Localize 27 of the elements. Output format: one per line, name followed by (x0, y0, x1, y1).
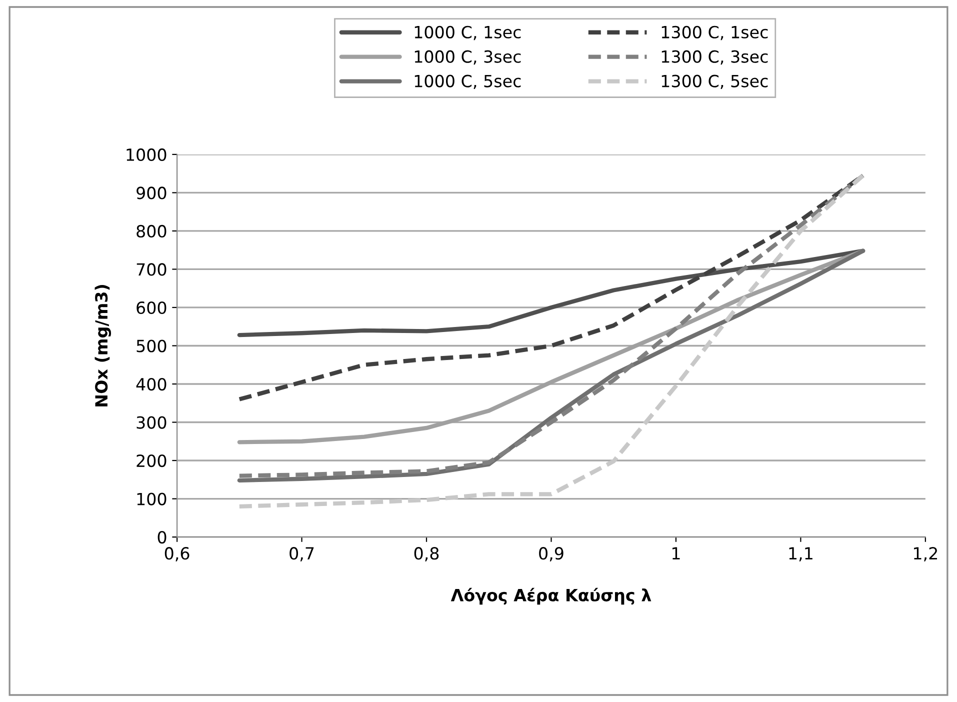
x-tick-label: 1 (672, 547, 680, 560)
legend-label: 1000 C, 5sec (414, 74, 521, 90)
legend-label: 1300 C, 1sec (662, 26, 768, 40)
legend-label: 1300 C, 3sec (662, 50, 768, 65)
x-tick-label: 0,6 (164, 547, 190, 562)
y-tick-label: 1000 (126, 148, 166, 162)
y-tick-label: 700 (136, 263, 166, 276)
legend-label: 1000 C, 1sec (414, 26, 521, 40)
legend-label: 1000 C, 3sec (414, 50, 521, 65)
x-tick-label: 0,7 (290, 547, 314, 562)
x-tick-label: 0,8 (414, 547, 439, 562)
y-tick-label: 900 (136, 186, 166, 200)
y-tick-label: 600 (136, 301, 166, 314)
y-tick-label: 800 (136, 224, 166, 238)
x-tick-label: 1,2 (914, 547, 938, 562)
line-series (237, 248, 866, 482)
legend-label: 1300 C, 5sec (662, 74, 768, 90)
x-tick-label: 1,1 (789, 547, 812, 562)
y-tick-label: 100 (137, 492, 166, 506)
y-tick-label: 0 (158, 530, 166, 544)
x-axis-title: Λόγος Αέρα Καύσης λ (450, 588, 652, 605)
y-axis-title: NOx (mg/m3) (94, 285, 112, 406)
y-tick-label: 300 (136, 416, 166, 429)
x-tick-label: 0,9 (539, 547, 564, 562)
y-tick-label: 400 (136, 378, 166, 391)
y-tick-label: 500 (136, 340, 166, 352)
y-tick-label: 200 (136, 454, 166, 468)
